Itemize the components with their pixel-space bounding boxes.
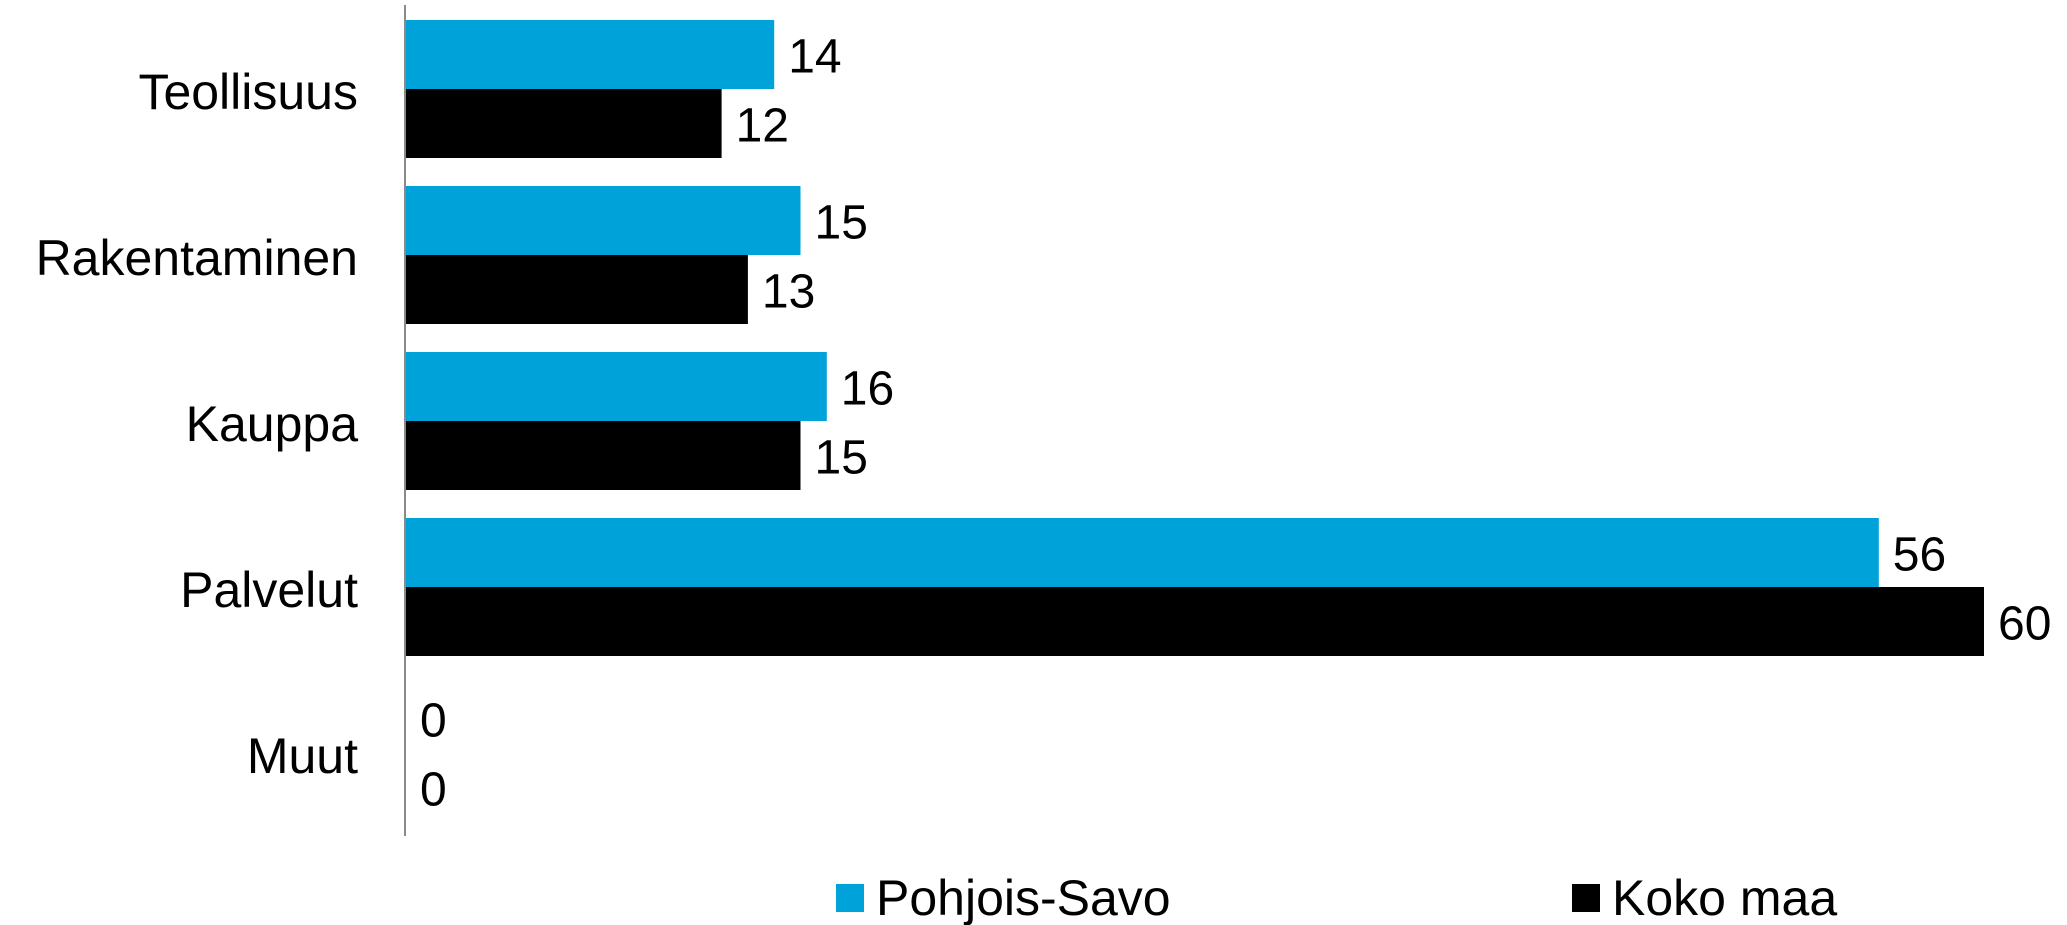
category-label-muut: Muut xyxy=(247,728,358,784)
data-label-pohjois-savo-kauppa: 16 xyxy=(841,363,894,416)
bar-pohjois-savo-teollisuus xyxy=(406,20,775,89)
bar-pohjois-savo-rakentaminen xyxy=(406,186,801,255)
legend-label-koko-maa: Koko maa xyxy=(1612,870,1837,925)
category-label-rakentaminen: Rakentaminen xyxy=(36,230,358,286)
bar-koko-maa-kauppa xyxy=(406,421,801,490)
legend-swatch-koko-maa xyxy=(1572,884,1600,912)
bar-koko-maa-palvelut xyxy=(406,587,1984,656)
bar-pohjois-savo-palvelut xyxy=(406,518,1879,587)
data-label-pohjois-savo-muut: 0 xyxy=(420,695,447,748)
data-label-pohjois-savo-rakentaminen: 15 xyxy=(815,197,868,250)
data-label-koko-maa-rakentaminen: 13 xyxy=(762,266,815,319)
data-label-pohjois-savo-teollisuus: 14 xyxy=(788,31,841,84)
category-label-kauppa: Kauppa xyxy=(186,396,359,452)
bar-pohjois-savo-kauppa xyxy=(406,352,827,421)
bars-group xyxy=(406,20,1984,656)
data-label-koko-maa-kauppa: 15 xyxy=(815,432,868,485)
data-label-pohjois-savo-palvelut: 56 xyxy=(1893,529,1946,582)
legend-swatch-pohjois-savo xyxy=(836,884,864,912)
category-label-palvelut: Palvelut xyxy=(180,562,358,618)
bar-koko-maa-rakentaminen xyxy=(406,255,748,324)
data-label-koko-maa-muut: 0 xyxy=(420,764,447,817)
legend-label-pohjois-savo: Pohjois-Savo xyxy=(876,870,1171,925)
legend: Pohjois-Savo Koko maa xyxy=(836,870,1837,925)
category-label-teollisuus: Teollisuus xyxy=(138,64,358,120)
data-label-koko-maa-palvelut: 60 xyxy=(1998,598,2051,651)
category-labels-group: Teollisuus Rakentaminen Kauppa Palvelut Muut xyxy=(36,64,359,784)
data-label-koko-maa-teollisuus: 12 xyxy=(736,100,789,153)
bar-koko-maa-teollisuus xyxy=(406,89,722,158)
